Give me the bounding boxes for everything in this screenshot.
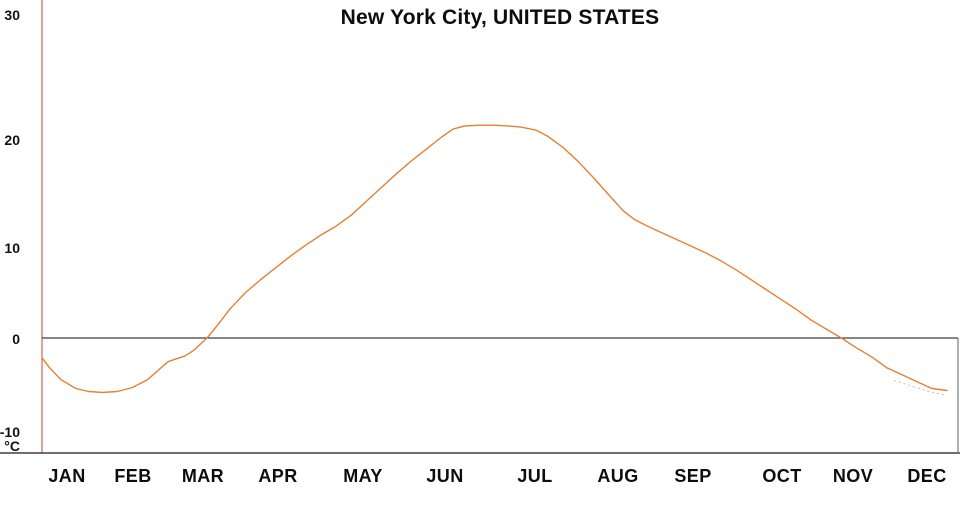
month-label-mar: MAR	[181, 466, 225, 486]
month-label-sep: SEP	[674, 466, 712, 486]
month-label-jun: JUN	[426, 466, 464, 486]
y-tick-label--10: -10	[0, 424, 20, 440]
month-label-apr: APR	[258, 466, 298, 486]
month-label-may: MAY	[343, 466, 383, 486]
y-axis-unit-label: °C	[4, 438, 20, 454]
temperature-curve	[41, 124, 948, 394]
y-tick-label-20: 20	[4, 132, 20, 148]
month-label-aug: AUG	[597, 466, 639, 486]
chart-title: New York City, UNITED STATES	[340, 6, 660, 29]
dotted-artifact-trace	[893, 380, 948, 396]
y-tick-label-10: 10	[4, 240, 20, 256]
month-label-feb: FEB	[114, 466, 152, 486]
month-label-jan: JAN	[48, 466, 86, 486]
month-label-nov: NOV	[832, 466, 874, 486]
y-tick-label-0: 0	[12, 331, 20, 347]
month-label-jul: JUL	[517, 466, 553, 486]
month-label-dec: DEC	[907, 466, 947, 486]
month-label-oct: OCT	[762, 466, 802, 486]
y-tick-label-30: 30	[4, 7, 20, 23]
